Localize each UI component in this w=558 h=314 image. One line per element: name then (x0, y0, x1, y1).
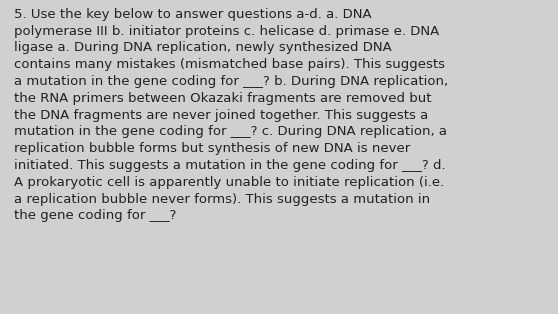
Text: 5. Use the key below to answer questions a-d. a. DNA
polymerase III b. initiator: 5. Use the key below to answer questions… (14, 8, 448, 222)
